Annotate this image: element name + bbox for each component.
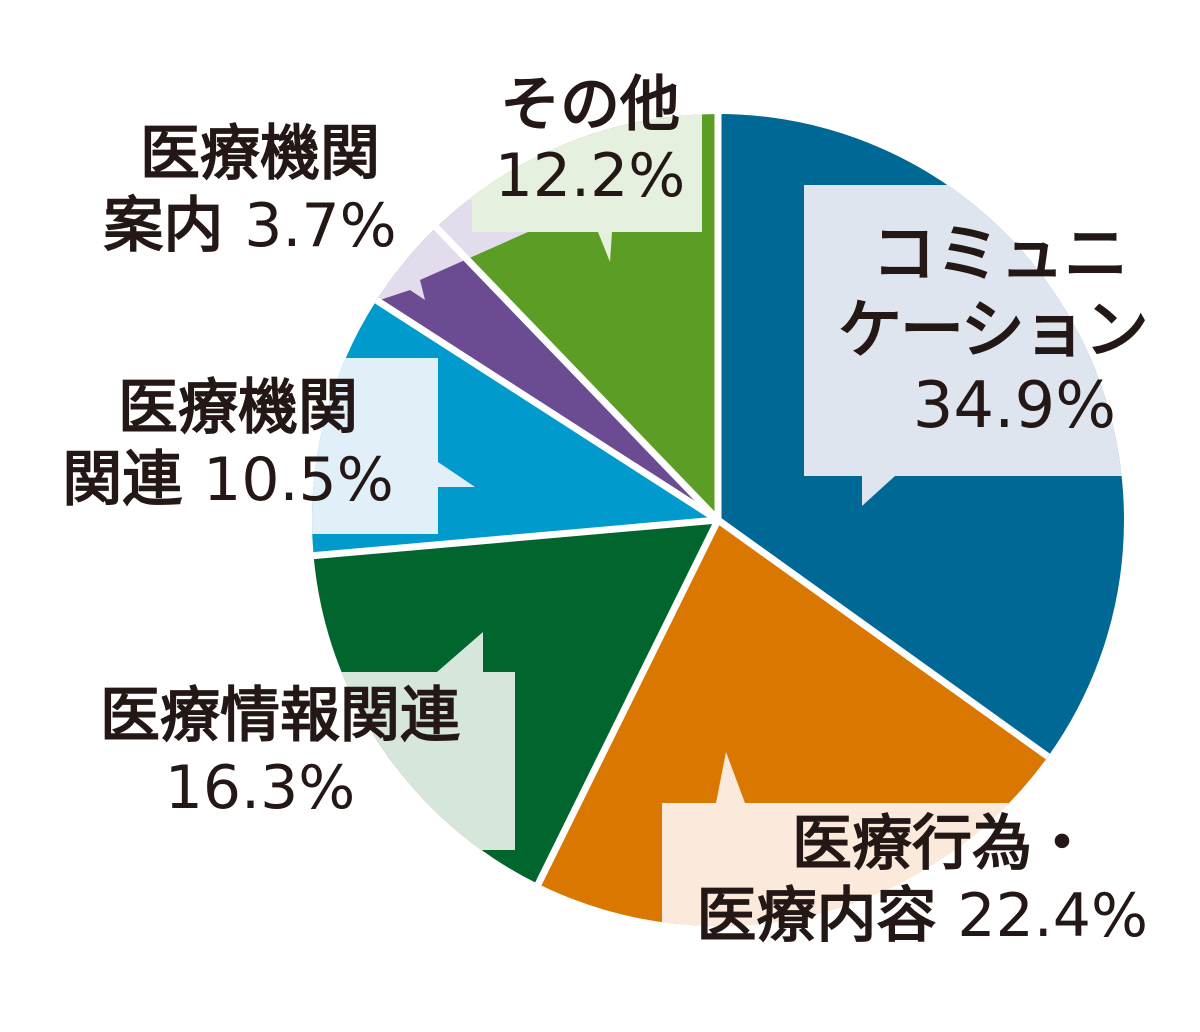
label-facility-guide-line1: 医療機関: [140, 119, 380, 189]
label-facility-related-name: 関連: [62, 445, 183, 515]
label-medical-act-line1: 医療行為・: [792, 809, 1092, 879]
slice-separators: [313, 114, 1050, 886]
label-medical-info-pct: 16.3%: [164, 753, 356, 823]
label-medical-info-line1: 医療情報関連: [100, 681, 460, 751]
label-medical-act-line2: 医療内容 22.4%: [668, 880, 1149, 952]
label-facility-related: 医療機関 関連 10.5%: [38, 372, 418, 516]
label-medical-act: 医療行為・ 医療内容 22.4%: [668, 808, 1149, 952]
slice-separator: [715, 517, 1050, 760]
label-facility-guide-name: 案内: [103, 191, 224, 261]
label-facility-guide: 医療機関 案内 3.7%: [80, 118, 420, 262]
pie-slice-medical-info: [313, 520, 718, 885]
slice-separator: [433, 225, 721, 523]
label-communication-pct: 34.9%: [912, 369, 1116, 444]
label-facility-related-line1: 医療機関: [118, 373, 358, 443]
label-medical-act-name: 医療内容: [696, 881, 937, 951]
label-facility-guide-pct: 3.7%: [244, 191, 397, 261]
label-medical-act-pct: 22.4%: [957, 881, 1148, 951]
label-communication-line2: ケーション: [838, 293, 1149, 368]
label-other: その他 12.2%: [480, 70, 700, 212]
label-facility-related-pct: 10.5%: [203, 445, 394, 515]
label-facility-related-line2: 関連 10.5%: [38, 444, 418, 516]
label-communication: コミュニ ケーション 34.9%: [838, 218, 1149, 445]
label-medical-info: 医療情報関連 16.3%: [70, 680, 490, 824]
slice-separator: [313, 516, 719, 560]
slice-separator: [374, 297, 720, 523]
label-communication-line1: コミュニ: [872, 218, 1128, 292]
pie-slice-facility-guide: [376, 227, 718, 520]
slice-separator: [535, 518, 722, 886]
label-other-pct: 12.2%: [494, 140, 686, 211]
label-other-line1: その他: [500, 70, 680, 140]
label-facility-guide-line2: 案内 3.7%: [80, 190, 420, 262]
callout-bubble-facility-related: [312, 358, 475, 534]
